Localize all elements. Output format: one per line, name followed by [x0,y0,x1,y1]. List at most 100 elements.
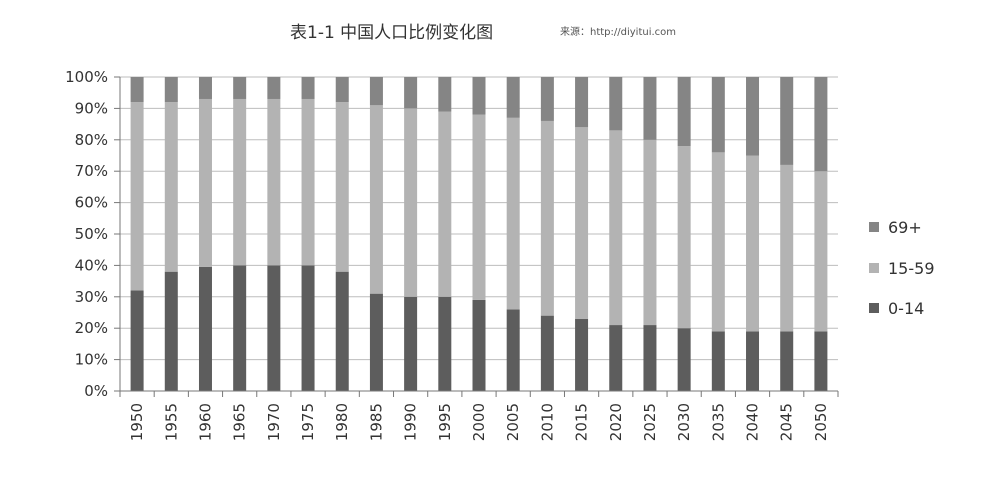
bar-segment-15-59-2000 [472,114,486,300]
bar-segment-69+-1985 [369,77,383,106]
bar-segment-15-59-1995 [438,111,452,297]
bar-segment-15-59-1965 [233,98,247,266]
x-tick-label: 1955 [162,403,180,441]
x-tick-label: 2020 [607,403,625,441]
bar-segment-15-59-2030 [677,146,691,329]
bar-segment-0-14-1950 [130,290,144,391]
bar-segment-69+-2030 [677,77,691,147]
x-tick-label: 1980 [333,403,351,441]
bar-segment-69+-1970 [267,77,281,99]
legend-label-0-14: 0-14 [888,299,924,318]
bar-segment-0-14-2010 [540,315,554,391]
bar-segment-69+-1950 [130,77,144,103]
bar-segment-0-14-1995 [438,296,452,391]
legend-swatch-15-59 [869,263,879,273]
bar-segment-15-59-1955 [164,102,178,272]
bar-segment-0-14-1960 [198,266,212,391]
y-tick-label: 20% [75,319,108,337]
legend-label-15-59: 15-59 [888,259,935,278]
bar-segment-69+-1965 [233,77,247,99]
x-tick-label: 1975 [299,403,317,441]
x-tick-label: 2025 [641,403,659,441]
bar-segment-0-14-2015 [575,318,589,391]
x-tick-label: 2015 [573,403,591,441]
bar-segment-69+-2035 [711,77,725,153]
bar-segment-15-59-2015 [575,127,589,319]
bar-segment-0-14-2020 [609,325,623,391]
y-tick-label: 40% [75,256,108,274]
x-tick-label: 2000 [470,403,488,441]
bar-segment-15-59-2010 [540,120,554,316]
y-tick-label: 30% [75,288,108,306]
y-tick-label: 70% [75,162,108,180]
bar-segment-69+-2045 [780,77,794,165]
x-tick-label: 1950 [128,403,146,441]
bar-segment-69+-2005 [506,77,520,118]
x-tick-label: 1985 [367,403,385,441]
x-tick-label: 1995 [436,403,454,441]
bar-segment-69+-1980 [335,77,349,103]
legend-label-69+: 69+ [888,218,922,237]
x-tick-label: 2045 [778,403,796,441]
bar-segment-69+-2010 [540,77,554,121]
legend-swatch-69+ [869,222,879,232]
bar-segment-0-14-2040 [746,331,760,391]
bar-segment-0-14-2025 [643,325,657,391]
bar-segment-15-59-2050 [814,171,828,332]
bar-segment-0-14-1990 [404,296,418,391]
bar-segment-69+-1995 [438,77,452,112]
bar-segment-69+-1990 [404,77,418,109]
legend-swatch-0-14 [869,303,879,313]
bar-segment-0-14-2045 [780,331,794,391]
bar-segment-69+-2000 [472,77,486,115]
legend: 69+ 15-59 0-14 [869,218,935,318]
x-tick-label: 2035 [709,403,727,441]
x-tick-label: 1970 [265,403,283,441]
x-tick-label: 2030 [675,403,693,441]
bar-segment-0-14-1975 [301,265,315,391]
bar-segment-0-14-1965 [233,265,247,391]
bars [130,77,828,391]
bar-segment-15-59-2040 [746,155,760,332]
bar-segment-15-59-2025 [643,139,657,326]
bar-segment-69+-2040 [746,77,760,156]
bar-segment-15-59-1960 [198,98,212,267]
axes: 0% 10% 20% 30% 40% 50% 60% 70% 80% 90% 100% 1950 195… [65,68,839,441]
bar-segment-15-59-2035 [711,152,725,332]
bar-segment-69+-2025 [643,77,657,140]
bar-segment-15-59-2045 [780,164,794,332]
bar-segment-69+-2015 [575,77,589,128]
bar-segment-0-14-2000 [472,299,486,391]
chart-title: 表1-1 中国人口比例变化图 [290,23,493,43]
bar-segment-0-14-1970 [267,265,281,391]
x-tick-label: 1965 [231,403,249,441]
bar-segment-15-59-1985 [369,105,383,294]
x-tick-label: 2005 [504,403,522,441]
x-tick-label: 1960 [196,403,214,441]
bar-segment-0-14-1955 [164,271,178,391]
bar-segment-15-59-2020 [609,130,623,326]
x-tick-label: 2050 [812,403,830,441]
bar-segment-15-59-1950 [130,102,144,291]
y-tick-label: 100% [65,68,108,86]
bar-segment-69+-1955 [164,77,178,103]
source-watermark: 来源：http://diyitui.com [560,25,676,38]
bar-segment-0-14-2030 [677,328,691,391]
y-tick-label: 10% [75,351,108,369]
x-tick-label: 2040 [744,403,762,441]
y-tick-label: 50% [75,225,108,243]
bar-segment-15-59-1980 [335,102,349,272]
bar-segment-15-59-2005 [506,117,520,310]
bar-segment-69+-1960 [198,77,212,99]
bar-segment-15-59-1990 [404,108,418,297]
x-tick-label: 2010 [538,403,556,441]
y-tick-label: 90% [75,99,108,117]
bar-segment-69+-1975 [301,77,315,99]
bar-segment-0-14-1985 [369,293,383,391]
bar-segment-69+-2020 [609,77,623,131]
y-tick-label: 0% [84,382,108,400]
bar-segment-0-14-2035 [711,331,725,391]
x-tick-label: 1990 [402,403,420,441]
